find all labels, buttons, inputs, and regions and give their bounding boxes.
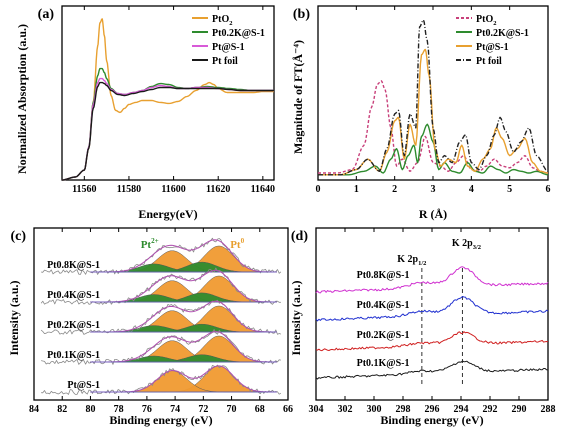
panel-d-xtick-label: 292	[483, 404, 498, 415]
panel-d-annotation-k2p12: K 2p1/2	[397, 254, 426, 267]
panel-c-raw-line	[40, 267, 281, 305]
panel-c-xlabel: Binding energy (eV)	[109, 413, 212, 427]
panel-a-xtick-label: 11560	[72, 184, 96, 195]
panel-b-legend-label: Pt@S-1	[476, 42, 509, 53]
panel-c-xtick-label: 82	[57, 404, 67, 415]
panel-a-series-line	[61, 67, 274, 181]
panel-c-frame	[33, 227, 289, 401]
panel-c-xtick-label: 78	[114, 404, 124, 415]
panel-d-series-label: Pt0.8K@S-1	[357, 270, 410, 281]
panel-a-legend-label: PtO2	[212, 14, 232, 27]
panel-a-frame	[61, 5, 275, 181]
panel-b-series-line	[318, 19, 549, 176]
panel-b-xtick-label: 2	[392, 184, 397, 195]
panel-b-series-line	[318, 123, 549, 176]
panel-b-xtick-label: 4	[469, 184, 474, 195]
panel-d-annotation-k2p32: K 2p3/2	[452, 238, 481, 251]
panel-c-raw-line	[41, 237, 282, 275]
panel-a-legend-label: Pt foil	[212, 56, 238, 67]
panel-b-ylabel: Magnitude of FT(Å⁻⁴)	[291, 40, 305, 154]
panel-c-xtick-label: 66	[283, 404, 293, 415]
panel-d-xtick-label: 300	[367, 404, 382, 415]
panel-d-ylabel: Intensity (a.u.)	[289, 280, 303, 355]
panel-c-xtick-label: 80	[85, 404, 95, 415]
panel-c-envelope-line	[90, 239, 277, 273]
panel-c-xtick-label: 84	[29, 404, 39, 415]
panel-c-xtick-label: 70	[227, 404, 237, 415]
panel-d-xtick-label: 304	[309, 404, 324, 415]
panel-b-legend-label: PtO2	[476, 14, 496, 27]
panel-c-xtick-label: 76	[142, 404, 152, 415]
panel-c-series-label: Pt0.1K@S-1	[47, 350, 100, 361]
panel-d-xtick-label: 288	[541, 404, 556, 415]
panel-d-xtick-label: 296	[425, 404, 440, 415]
panel-a-series-line	[61, 18, 274, 181]
panel-b-series-line	[318, 48, 549, 176]
panel-d-series-line	[315, 266, 549, 294]
panel-a-xtick-label: 11600	[161, 184, 185, 195]
panel-a-xtick-label: 11580	[117, 184, 141, 195]
panel-d-xtick-label: 302	[338, 404, 353, 415]
panel-d-label: (d)	[291, 229, 308, 244]
panel-a-series-line	[61, 81, 274, 181]
panel-d-xtick-label: 290	[512, 404, 527, 415]
panel-c-envelope-line	[90, 331, 277, 363]
panel-b-label: (b)	[293, 7, 310, 22]
panel-c-envelope-line	[90, 269, 277, 303]
panel-a-ylabel: Normalized Absorption (a.u.)	[15, 24, 29, 174]
panel-a-xtick-label: 11640	[251, 184, 275, 195]
panel-c-ylabel: Intensity (a.u.)	[7, 280, 21, 355]
panel-b-xtick-label: 5	[507, 184, 512, 195]
panel-c-series-label: Pt@S-1	[67, 380, 100, 391]
panel-c-annotation-pt2: Pt2+	[141, 237, 159, 251]
panel-d-series-line	[315, 296, 549, 322]
panel-b-xtick-label: 6	[546, 184, 551, 195]
panel-c-xtick-label: 74	[170, 404, 180, 415]
panel-b-xlabel: R (Å)	[419, 207, 447, 221]
panel-c-annotation-pt0: Pt0	[230, 237, 244, 251]
panel-d-series-line	[315, 331, 549, 352]
panel-d-series-label: Pt0.2K@S-1	[357, 330, 410, 341]
panel-b-legend-label: Pt0.2K@S-1	[476, 28, 529, 39]
panel-b-xtick-label: 0	[316, 184, 321, 195]
panel-c-xtick-label: 68	[255, 404, 265, 415]
panel-c-series-label: Pt0.4K@S-1	[47, 290, 100, 301]
panel-d-series-line	[315, 360, 549, 380]
panel-d-xtick-label: 294	[454, 404, 469, 415]
panel-c-series-label: Pt0.8K@S-1	[47, 260, 100, 271]
panel-d-frame	[315, 227, 549, 401]
panel-c-series-label: Pt0.2K@S-1	[47, 320, 100, 331]
panel-d-series-label: Pt0.1K@S-1	[357, 358, 410, 369]
panel-d-series-label: Pt0.4K@S-1	[357, 300, 410, 311]
panel-b-xtick-label: 1	[354, 184, 359, 195]
panel-c-envelope-line	[90, 300, 277, 333]
panel-d-xtick-label: 298	[396, 404, 411, 415]
panel-b-xtick-label: 3	[431, 184, 436, 195]
panel-b-legend-label: Pt foil	[476, 56, 502, 67]
panel-a-legend-label: Pt@S-1	[212, 42, 245, 53]
panel-a-xlabel: Energy(eV)	[138, 207, 197, 221]
panel-a-label: (a)	[38, 7, 55, 22]
panel-c-xtick-label: 72	[198, 404, 208, 415]
panel-d-xlabel: Binding energy (eV)	[380, 413, 483, 427]
panel-a-xtick-label: 11620	[206, 184, 230, 195]
panel-a-legend-label: Pt0.2K@S-1	[212, 28, 265, 39]
panel-c-label: (c)	[10, 229, 26, 244]
